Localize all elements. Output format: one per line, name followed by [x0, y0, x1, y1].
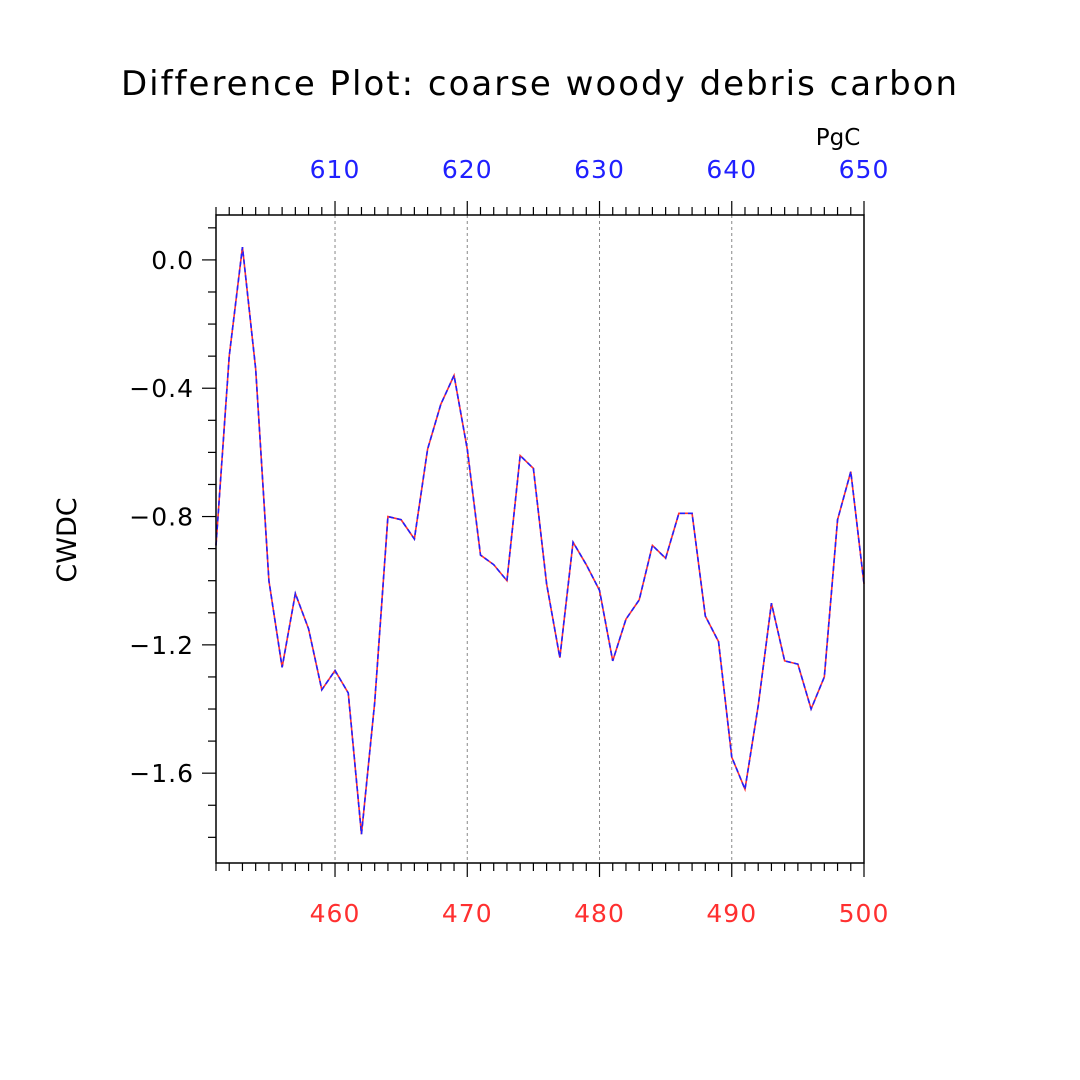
series-line-top-axis [215, 246, 865, 835]
x-tick-label-top-1: 620 [442, 155, 493, 184]
y-tick-label-0: 0.0 [151, 246, 194, 275]
chart-title: Difference Plot: coarse woody debris car… [121, 64, 959, 104]
x-tick-label-bottom-2: 480 [574, 899, 625, 928]
x-tick-label-top-3: 640 [706, 155, 757, 184]
axes [202, 201, 865, 877]
series-line-bottom-axis [215, 246, 865, 835]
x-tick-label-bottom-1: 470 [442, 899, 493, 928]
x-tick-label-top-0: 610 [310, 155, 361, 184]
x-tick-label-bottom-0: 460 [310, 899, 361, 928]
plot-frame [215, 214, 865, 864]
y-tick-label-1: −0.4 [129, 374, 194, 403]
x-tick-label-bottom-4: 500 [839, 899, 890, 928]
y-tick-label-4: −1.6 [129, 759, 194, 788]
x-tick-label-top-4: 650 [839, 155, 890, 184]
y-axis-label: CWDC [52, 497, 83, 582]
series-lines [215, 246, 865, 835]
y-tick-label-3: −1.2 [129, 631, 194, 660]
x-tick-label-top-2: 630 [574, 155, 625, 184]
gridlines [334, 215, 733, 863]
x-tick-label-bottom-3: 490 [706, 899, 757, 928]
tick-labels: 0.0 −0.4 −0.8 −1.2 −1.6 460 470 480 490 500 610 620… [129, 155, 890, 928]
y-tick-label-2: −0.8 [129, 503, 194, 532]
top-axis-unit: PgC [816, 125, 861, 151]
